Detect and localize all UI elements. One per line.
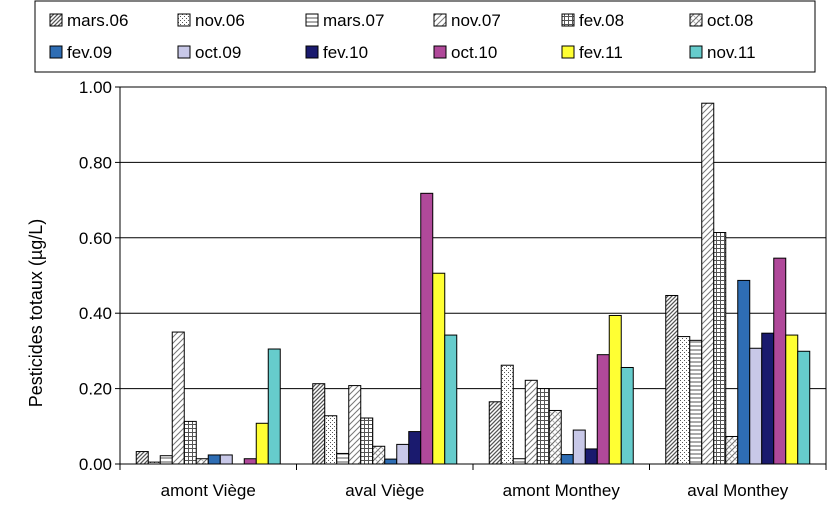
bar: [548, 409, 562, 465]
y-tick-label: 1.00: [79, 78, 112, 97]
legend-label: nov.06: [195, 11, 245, 30]
legend-box: [34, 0, 816, 73]
bar: [773, 257, 787, 465]
x-tick-label: amont Viège: [161, 481, 256, 500]
legend-label: fev.09: [67, 43, 112, 62]
bar: [524, 379, 538, 465]
legend-swatch: [561, 45, 575, 59]
y-tick-label: 0.00: [79, 455, 112, 474]
bar: [512, 458, 526, 465]
bar: [500, 364, 514, 465]
bar: [336, 452, 350, 465]
legend-label: fev.10: [323, 43, 368, 62]
bar: [243, 458, 257, 465]
bar: [749, 347, 763, 465]
legend-label: nov.11: [707, 43, 756, 62]
bar: [572, 429, 586, 465]
axes: 0.00 0.20 0.40 0.60 0.80 1.00 amont Viège aval …: [79, 78, 827, 500]
bar: [207, 454, 221, 465]
bar: [384, 458, 398, 465]
x-tick-label: aval Monthey: [687, 481, 789, 500]
bar: [432, 272, 446, 465]
bar: [171, 331, 185, 465]
bar: [219, 454, 233, 465]
legend-label: oct.09: [195, 43, 241, 62]
bar: [195, 458, 209, 465]
bar: [444, 334, 458, 465]
bar: [267, 348, 281, 465]
bar: [620, 366, 634, 465]
y-tick-label: 0.80: [79, 153, 112, 172]
y-tick-label: 0.20: [79, 380, 112, 399]
legend-swatch: [433, 13, 447, 27]
bar: [725, 435, 739, 465]
bar: [488, 401, 502, 465]
bar: [324, 415, 338, 465]
legend-label: mars.07: [323, 11, 384, 30]
bar: [536, 388, 550, 465]
x-tick-label: amont Monthey: [503, 481, 621, 500]
legend-label: mars.06: [67, 11, 128, 30]
bar: [701, 102, 715, 465]
bar: [255, 422, 269, 465]
bar: [135, 451, 149, 465]
legend-swatch: [49, 45, 63, 59]
x-tick-label: aval Viège: [345, 481, 424, 500]
legend-label: oct.10: [451, 43, 497, 62]
bar: [408, 431, 422, 465]
legend-swatch: [305, 45, 319, 59]
legend-swatch: [689, 45, 703, 59]
bar: [560, 454, 574, 465]
y-axis-label: Pesticides totaux (µg/L): [26, 219, 46, 407]
bar: [761, 332, 775, 465]
bar: [372, 445, 386, 465]
bar: [420, 192, 434, 465]
bar: [396, 443, 410, 465]
bar: [312, 383, 326, 465]
bar: [785, 334, 799, 465]
y-tick-label: 0.40: [79, 304, 112, 323]
bar: [183, 420, 197, 465]
legend-swatch: [433, 45, 447, 59]
bar: [360, 417, 374, 465]
legend-swatch: [689, 13, 703, 27]
legend-label: fev.08: [579, 11, 624, 30]
bar: [689, 339, 703, 465]
legend-label: oct.08: [707, 11, 753, 30]
legend-label: nov.07: [451, 11, 501, 30]
bar: [665, 294, 679, 465]
bar: [797, 350, 811, 465]
legend-swatch: [177, 13, 191, 27]
bar: [677, 336, 691, 465]
legend-swatch: [305, 13, 319, 27]
bar: [584, 448, 598, 465]
legend-swatch: [561, 13, 575, 27]
bar: [348, 385, 362, 465]
bar: [596, 354, 610, 465]
y-tick-label: 0.60: [79, 229, 112, 248]
bar: [159, 455, 173, 465]
plot-area: [120, 86, 827, 465]
bar: [737, 279, 751, 465]
bar: [608, 314, 622, 465]
legend: mars.06 nov.06 mars.07 nov.07 fev.08 oct.08 fe…: [34, 0, 816, 73]
bar: [713, 232, 727, 465]
legend-swatch: [49, 13, 63, 27]
legend-swatch: [177, 45, 191, 59]
legend-label: fev.11: [579, 43, 623, 62]
